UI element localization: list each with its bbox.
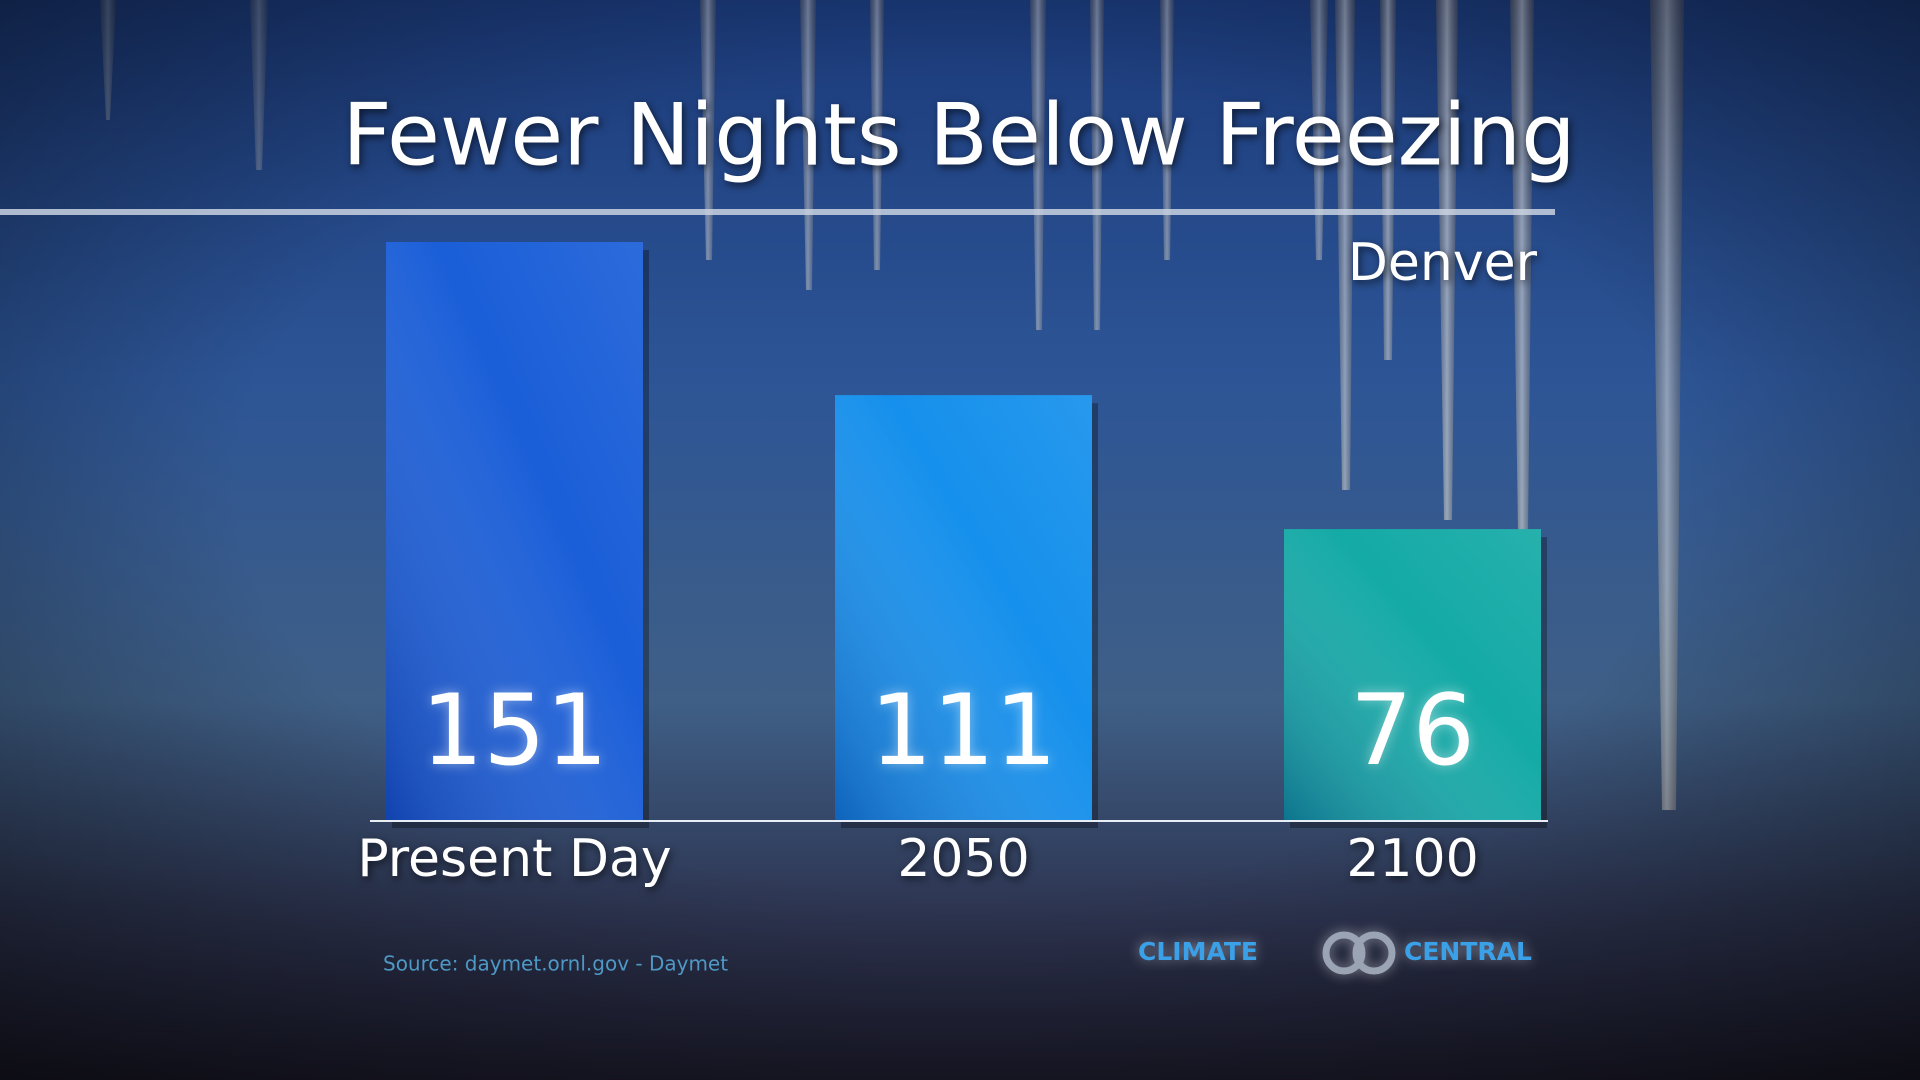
value-label: 111	[870, 674, 1057, 788]
logo-text: CLIMATE	[1138, 937, 1258, 966]
logo: CLIMATE CENTRAL	[1138, 931, 1532, 975]
title-rule	[0, 209, 1555, 215]
source: Source: daymet.ornl.gov - Daymet	[383, 952, 728, 976]
logo-ring	[1352, 931, 1396, 975]
bar-shade	[835, 395, 1092, 820]
bar-shade	[386, 242, 643, 820]
value-label: 151	[421, 674, 608, 788]
logo-ring	[1322, 931, 1366, 975]
value-label: 76	[1350, 674, 1475, 788]
logo-text: CENTRAL	[1404, 937, 1532, 966]
subtitle: Denver	[1348, 233, 1538, 293]
chart-title: Fewer Nights Below Freezing	[342, 85, 1576, 185]
bar-shade	[1284, 529, 1541, 820]
baseline	[370, 820, 1548, 822]
x-tick-label: 2050	[897, 829, 1029, 889]
x-tick-label: Present Day	[357, 829, 671, 889]
x-tick-label: 2100	[1346, 829, 1478, 889]
